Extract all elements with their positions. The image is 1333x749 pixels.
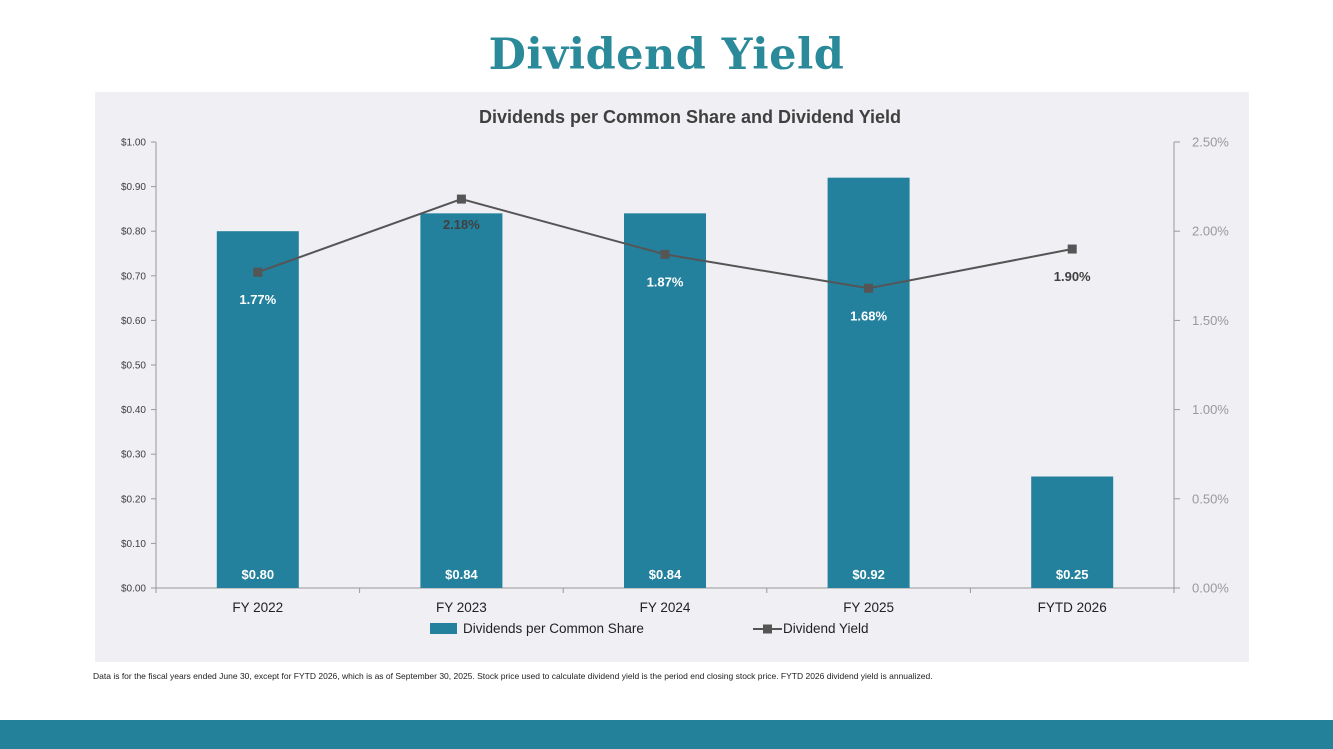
right-axis-tick-label: 0.50% — [1192, 491, 1229, 506]
bar-data-label: $0.84 — [649, 567, 682, 582]
right-axis-tick-label: 1.00% — [1192, 402, 1229, 417]
bar-data-label: $0.92 — [852, 567, 885, 582]
left-axis-tick-label: $0.90 — [121, 182, 146, 193]
yield-point-marker — [660, 249, 670, 259]
yield-point-marker — [456, 194, 466, 204]
x-axis-tick-label: FYTD 2026 — [1038, 600, 1107, 615]
x-axis-tick-label: FY 2025 — [843, 600, 894, 615]
left-axis-tick-label: $1.00 — [121, 138, 146, 149]
legend-bar-swatch — [430, 623, 457, 634]
chart-panel: Dividends per Common Share and Dividend … — [95, 92, 1249, 662]
left-axis-tick-label: $0.60 — [121, 316, 146, 327]
yield-data-label: 2.18% — [443, 217, 480, 232]
left-axis-tick-label: $0.10 — [121, 539, 146, 550]
page-title: Dividend Yield — [488, 30, 845, 80]
bar — [624, 213, 706, 589]
left-axis-tick-label: $0.20 — [121, 494, 146, 505]
legend-line-label: Dividend Yield — [783, 621, 869, 636]
chart-title: Dividends per Common Share and Dividend … — [479, 107, 901, 127]
left-axis-tick-label: $0.00 — [121, 584, 146, 595]
yield-data-label: 1.68% — [850, 308, 887, 323]
left-axis-tick-label: $0.80 — [121, 227, 146, 238]
yield-point-marker — [253, 267, 263, 277]
bar-data-label: $0.80 — [242, 567, 275, 582]
right-axis-tick-label: 2.50% — [1192, 135, 1229, 150]
yield-data-label: 1.90% — [1054, 269, 1091, 284]
footnote: Data is for the fiscal years ended June … — [93, 671, 933, 681]
x-axis-tick-label: FY 2024 — [640, 600, 691, 615]
yield-point-marker — [864, 283, 874, 293]
x-axis-tick-label: FY 2022 — [232, 600, 283, 615]
footer-band — [0, 720, 1333, 749]
right-axis-tick-label: 2.00% — [1192, 224, 1229, 239]
legend-bar-label: Dividends per Common Share — [463, 621, 644, 636]
bar — [420, 213, 503, 589]
bar-data-label: $0.25 — [1056, 567, 1089, 582]
left-axis-tick-label: $0.30 — [121, 450, 146, 461]
x-axis-tick-label: FY 2023 — [436, 600, 487, 615]
left-axis-tick-label: $0.50 — [121, 361, 146, 372]
yield-point-marker — [1067, 244, 1077, 254]
yield-data-label: 1.77% — [239, 292, 276, 307]
right-axis-tick-label: 1.50% — [1192, 313, 1229, 328]
dividend-chart: Dividends per Common Share and Dividend … — [121, 107, 1229, 636]
bar — [827, 177, 910, 588]
left-axis-tick-label: $0.70 — [121, 271, 146, 282]
legend-line-marker — [763, 624, 772, 634]
bar-data-label: $0.84 — [445, 567, 478, 582]
bar — [1031, 476, 1114, 588]
left-axis-tick-label: $0.40 — [121, 405, 146, 416]
yield-data-label: 1.87% — [647, 274, 684, 289]
bar — [216, 231, 299, 588]
right-axis-tick-label: 0.00% — [1192, 581, 1229, 596]
